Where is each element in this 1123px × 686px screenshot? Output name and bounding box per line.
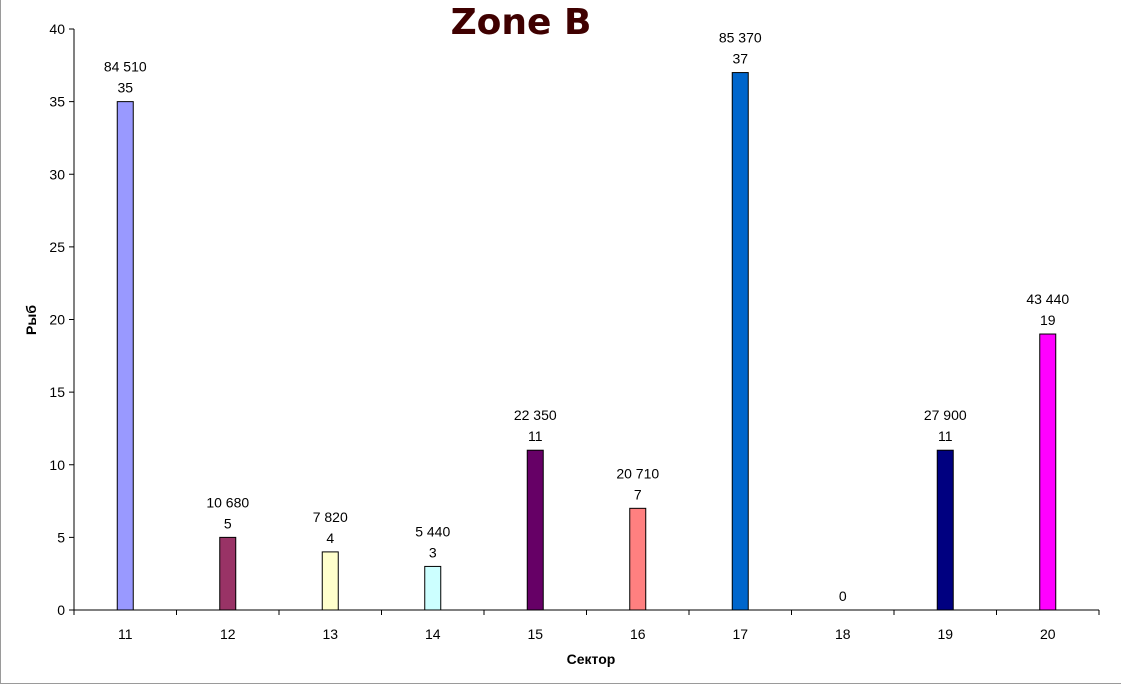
bar-value-label: 7 xyxy=(634,486,642,502)
bar-weight-label: 10 680 xyxy=(206,494,249,510)
bar-value-label: 4 xyxy=(326,530,334,546)
x-axis-label: Сектор xyxy=(567,651,616,667)
x-tick-label: 15 xyxy=(527,626,543,642)
data-labels: 35 84 510 5 10 680 4 7 820 3 5 440 11 22 350 7 20 7… xyxy=(104,30,1070,604)
bar-value-label: 19 xyxy=(1040,312,1056,328)
bar-weight-label: 20 710 xyxy=(616,465,659,481)
bar-weight-label: 7 820 xyxy=(313,509,348,525)
y-axis-label: Рыб xyxy=(23,305,39,335)
x-tick-label: 19 xyxy=(937,626,953,642)
bar-value-label: 3 xyxy=(429,544,437,560)
bar xyxy=(526,449,544,611)
bar xyxy=(424,565,442,611)
x-tick-label: 18 xyxy=(835,626,851,642)
bar-value-label: 5 xyxy=(224,515,232,531)
x-tick-label: 13 xyxy=(322,626,338,642)
bar-value-label: 0 xyxy=(839,588,847,604)
bars xyxy=(116,72,1057,611)
bar-weight-label: 85 370 xyxy=(719,30,762,46)
bar xyxy=(629,507,647,611)
x-tick-label: 16 xyxy=(630,626,646,642)
bar-weight-label: 43 440 xyxy=(1026,291,1069,307)
bar xyxy=(116,101,134,611)
y-tick-label: 10 xyxy=(49,457,65,473)
x-tick-label: 11 xyxy=(118,626,133,642)
y-tick-label: 5 xyxy=(57,529,65,545)
y-tick-label: 25 xyxy=(49,239,65,255)
x-tick-label: 17 xyxy=(732,626,748,642)
y-tick-label: 35 xyxy=(49,94,65,110)
bar-value-label: 11 xyxy=(528,428,543,444)
x-tick-label: 12 xyxy=(220,626,236,642)
y-tick-label: 20 xyxy=(49,312,65,328)
chart-title: Zone B xyxy=(451,2,592,43)
bar-weight-label: 22 350 xyxy=(514,407,557,423)
x-tick-label: 20 xyxy=(1040,626,1056,642)
y-tick-label: 15 xyxy=(49,384,65,400)
bar-weight-label: 27 900 xyxy=(924,407,967,423)
bar-weight-label: 84 510 xyxy=(104,59,147,75)
bar-value-label: 11 xyxy=(938,428,953,444)
y-tick-label: 30 xyxy=(49,166,65,182)
bar-weight-label: 5 440 xyxy=(415,523,450,539)
bar xyxy=(731,72,749,611)
bar-value-label: 37 xyxy=(732,51,748,67)
x-tick-label: 14 xyxy=(425,626,441,642)
y-tick-label: 0 xyxy=(57,602,65,618)
bar-value-label: 35 xyxy=(117,80,133,96)
bar xyxy=(321,551,339,611)
y-tick-label: 40 xyxy=(49,21,65,37)
bar xyxy=(936,449,954,611)
bar xyxy=(1039,333,1057,611)
bar xyxy=(219,536,237,611)
